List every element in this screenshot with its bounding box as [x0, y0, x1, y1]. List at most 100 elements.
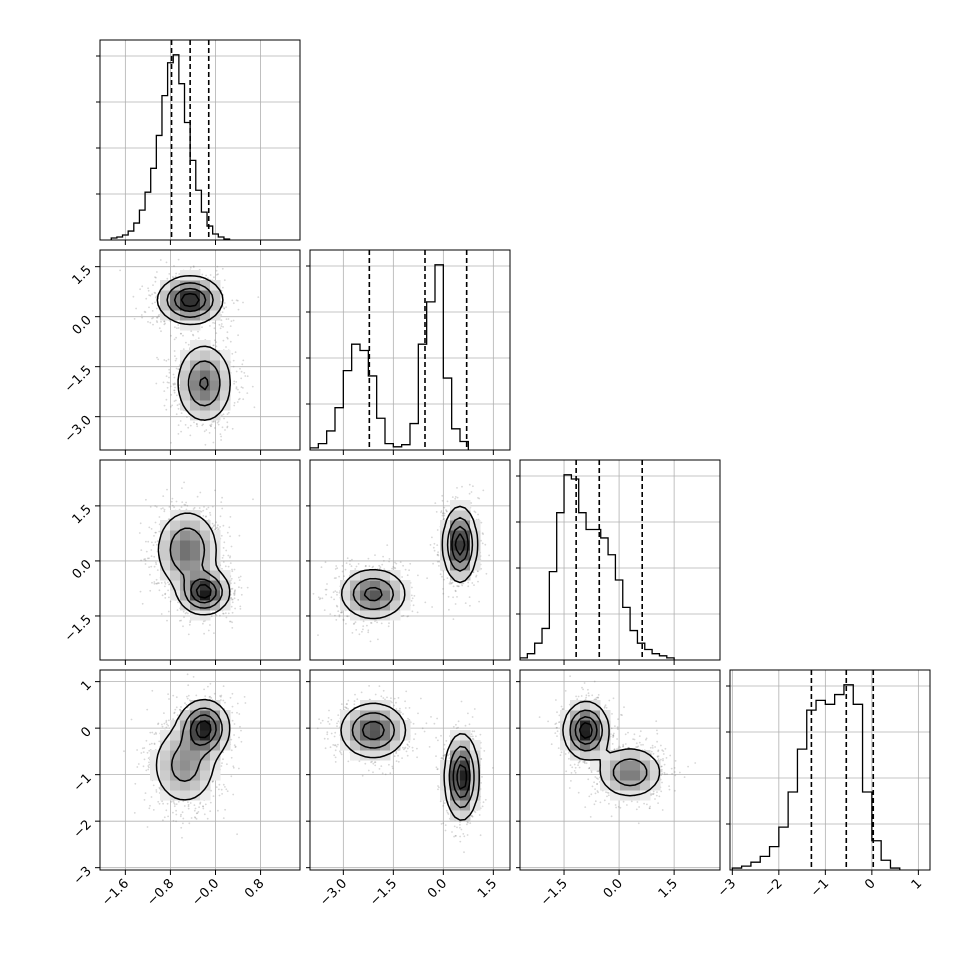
scatter-point	[158, 531, 160, 533]
scatter-point	[216, 615, 218, 617]
scatter-point	[335, 565, 337, 567]
scatter-point	[482, 532, 484, 534]
scatter-point	[442, 500, 444, 502]
scatter-point	[365, 565, 367, 567]
density-cell	[210, 350, 221, 361]
scatter-point	[402, 565, 404, 567]
scatter-point	[161, 582, 163, 584]
scatter-point	[197, 331, 199, 333]
scatter-point	[212, 322, 214, 324]
scatter-point	[233, 320, 235, 322]
scatter-point	[198, 337, 200, 339]
scatter-point	[193, 265, 195, 267]
scatter-point	[389, 558, 391, 560]
scatter-point	[335, 619, 337, 621]
scatter-point	[193, 508, 195, 510]
scatter-point	[238, 586, 240, 588]
scatter-point	[225, 306, 227, 308]
scatter-point	[345, 569, 347, 571]
scatter-point	[147, 541, 149, 543]
scatter-point	[431, 537, 433, 539]
scatter-point	[150, 295, 152, 297]
scatter-point	[225, 550, 227, 552]
scatter-point	[169, 506, 171, 508]
scatter-point	[149, 574, 151, 576]
scatter-point	[221, 319, 223, 321]
scatter-point	[367, 631, 369, 633]
scatter-point	[156, 320, 158, 322]
scatter-point	[178, 259, 180, 261]
scatter-point	[434, 550, 436, 552]
scatter-point	[201, 511, 203, 513]
scatter-point	[317, 634, 319, 636]
scatter-point	[170, 601, 172, 603]
scatter-point	[233, 302, 235, 304]
scatter-point	[443, 518, 445, 520]
density-cell	[180, 510, 191, 521]
scatter-point	[190, 425, 192, 427]
histogram-panel-3	[726, 670, 930, 870]
scatter-point	[241, 587, 243, 589]
scatter-point	[246, 392, 248, 394]
scatter-point	[326, 583, 328, 585]
scatter-point	[465, 602, 467, 604]
scatter-point	[213, 442, 215, 444]
scatter-point	[341, 612, 343, 614]
scatter-point	[231, 578, 233, 580]
scatter-point	[417, 612, 419, 614]
scatter-point	[223, 307, 225, 309]
histogram-background	[520, 460, 720, 660]
scatter-point	[239, 726, 241, 728]
scatter-point	[370, 641, 372, 643]
scatter-point	[355, 621, 357, 623]
scatter-point	[233, 383, 235, 385]
scatter-point	[232, 612, 234, 614]
scatter-point	[448, 609, 450, 611]
scatter-point	[231, 570, 233, 572]
scatter-point	[326, 589, 328, 591]
scatter-point	[176, 327, 178, 329]
scatter-point	[217, 422, 219, 424]
scatter-point	[219, 526, 221, 528]
density-cell	[180, 580, 191, 591]
scatter-point	[149, 590, 151, 592]
scatter-point	[336, 567, 338, 569]
scatter-point	[167, 590, 169, 592]
scatter-point	[164, 509, 166, 511]
scatter-point	[226, 318, 228, 320]
scatter-point	[172, 695, 174, 697]
scatter-point	[334, 590, 336, 592]
scatter-point	[244, 375, 246, 377]
scatter-point	[434, 543, 436, 545]
scatter-point	[152, 310, 154, 312]
scatter-point	[461, 583, 463, 585]
scatter-point	[184, 504, 186, 506]
scatter-point	[226, 617, 228, 619]
histogram-panel-1	[306, 250, 510, 450]
scatter-point	[412, 597, 414, 599]
scatter-point	[141, 317, 143, 319]
scatter-point	[231, 546, 233, 548]
scatter-point	[202, 510, 204, 512]
scatter-point	[157, 359, 159, 361]
scatter-point	[214, 322, 216, 324]
scatter-point	[228, 613, 230, 615]
scatter-point	[229, 621, 231, 623]
scatter-point	[221, 414, 223, 416]
density-cell	[160, 540, 171, 551]
scatter-point	[411, 587, 413, 589]
scatter-point	[400, 561, 402, 563]
scatter-point	[156, 506, 158, 508]
scatter-point	[213, 456, 215, 458]
scatter-point	[441, 576, 443, 578]
scatter-point	[212, 506, 214, 508]
scatter-point	[376, 622, 378, 624]
scatter-point	[149, 322, 151, 324]
scatter-point	[220, 327, 222, 329]
scatter-point	[486, 573, 488, 575]
scatter-point	[233, 360, 235, 362]
scatter-point	[173, 390, 175, 392]
scatter-point	[331, 596, 333, 598]
scatter-point	[358, 563, 360, 565]
scatter-point	[175, 337, 177, 339]
